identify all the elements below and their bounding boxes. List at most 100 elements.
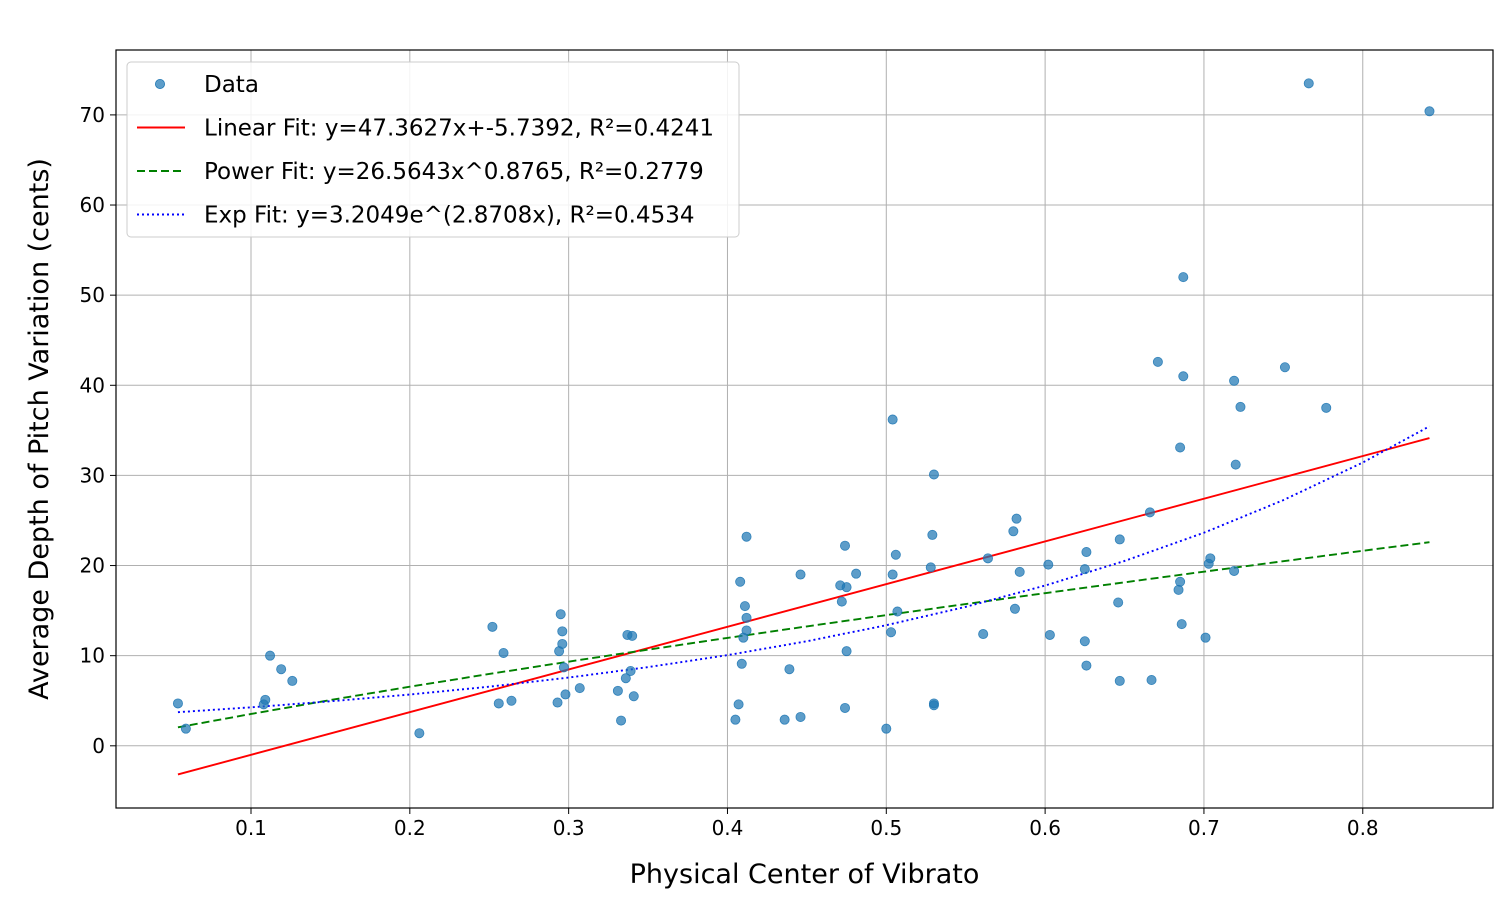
data-point [1175,576,1186,587]
data-point [1178,272,1189,283]
data-point [736,658,747,669]
legend-label-data: Data [204,72,259,98]
x-tick-label-0-6: 0.6 [1029,816,1061,840]
data-point [557,626,568,637]
data-point [1079,636,1090,647]
data-point [730,714,741,725]
data-point [741,612,752,623]
y-tick-label-0: 0 [92,734,105,758]
data-point [1114,675,1125,686]
data-point [1176,619,1187,630]
data-point [1081,660,1092,671]
dotted-fit-line [177,425,1430,714]
data-point [625,666,636,677]
data-point [1114,534,1125,545]
data-point [1229,565,1240,576]
data-point [557,638,568,649]
data-point [1011,513,1022,524]
plot-area-frame [115,49,1494,809]
y-tick-label-10: 10 [80,644,105,668]
data-point [1229,375,1240,386]
data-point [741,625,752,636]
data-point [612,685,623,696]
data-point [574,683,585,694]
data-point [1043,559,1054,570]
dashed-fit-line [177,541,1430,729]
data-point [552,697,563,708]
y-tick-label-20: 20 [80,554,105,578]
x-tick-label-0-7: 0.7 [1188,816,1220,840]
legend: Data Linear Fit: y=47.3627x+-5.7392, R²=… [126,61,740,238]
data-point [927,529,938,540]
legend-data-marker [154,79,165,90]
data-point [739,601,750,612]
x-axis-label: Physical Center of Vibrato [630,859,980,890]
data-point [1144,507,1155,518]
data-point [733,699,744,710]
data-point [493,698,504,709]
data-point [741,531,752,542]
data-point [795,711,806,722]
data-point [498,647,509,658]
y-tick-label-30: 30 [80,463,105,487]
solid-fit-line [177,437,1430,776]
data-point [1200,632,1211,643]
data-point [982,553,993,564]
data-point [890,549,901,560]
data-point [784,664,795,675]
data-point [506,695,517,706]
data-point [1008,526,1019,537]
y-tick-label-50: 50 [80,283,105,307]
data-point [978,629,989,640]
data-point [265,650,276,661]
x-tick-label-0-4: 0.4 [712,816,744,840]
data-points [172,78,1435,739]
data-point [172,698,183,709]
data-point [1303,78,1314,89]
data-point [1178,371,1189,382]
data-point [1081,547,1092,558]
legend-label-linear-fit: Linear Fit: y=47.3627x+-5.7392, R²=0.424… [204,116,714,142]
data-point [560,689,571,700]
data-point [1173,584,1184,595]
data-point [627,630,638,641]
fit-lines [177,425,1430,776]
data-point [487,621,498,632]
data-point [1321,402,1332,413]
y-axis-label: Average Depth of Pitch Variation (cents) [24,158,55,700]
data-point [1205,553,1216,564]
data-point [887,569,898,580]
data-point [886,627,897,638]
data-point [836,596,847,607]
legend-label-exp-fit: Exp Fit: y=3.2049e^(2.8708x), R²=0.4534 [204,203,694,229]
x-tick-label-0-1: 0.1 [235,816,267,840]
y-tick-label-60: 60 [80,193,105,217]
data-point [881,723,892,734]
data-point [1152,356,1163,367]
y-tick-label-70: 70 [80,103,105,127]
axis-ticks: 0.1 0.2 0.3 0.4 0.5 0.6 0.7 0.8 0 10 20 30 40 50 60 70 [80,103,1379,840]
data-point [1079,564,1090,575]
data-point [841,582,852,593]
legend-box [126,61,740,238]
data-point [558,662,569,673]
data-point [928,469,939,480]
data-point [892,606,903,617]
y-tick-label-40: 40 [80,373,105,397]
data-point [1235,401,1246,412]
x-tick-label-0-2: 0.2 [394,816,426,840]
data-point [414,728,425,739]
data-point [555,609,566,620]
data-point [287,675,298,686]
data-point [1175,442,1186,453]
data-point [851,568,862,579]
data-point [840,702,851,713]
data-point [1279,362,1290,373]
data-point [928,700,939,711]
x-tick-label-0-5: 0.5 [870,816,902,840]
x-tick-label-0-3: 0.3 [553,816,585,840]
data-point [735,576,746,587]
data-point [1044,629,1055,640]
data-point [779,714,790,725]
